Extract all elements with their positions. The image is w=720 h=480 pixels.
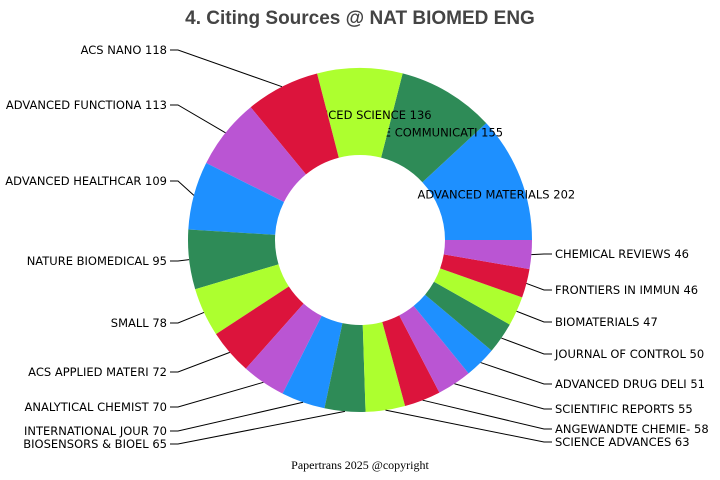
leader-line — [170, 381, 264, 408]
category-name: BIOMATERIALS — [555, 315, 639, 329]
leader-line — [526, 282, 552, 291]
donut-slice — [381, 73, 487, 183]
donut-slice — [188, 229, 279, 290]
slice-label: JOURNAL OF CONTROL 50 — [554, 347, 704, 361]
slice-label: ADVANCED MATERIALS 202 — [418, 187, 576, 201]
value-label: 136 — [410, 108, 432, 122]
value-label: 51 — [690, 377, 705, 391]
value-label: 72 — [152, 365, 167, 379]
leader-line — [385, 409, 552, 443]
category-name: BIOSENSORS & BIOEL — [23, 437, 149, 451]
category-name: ANALYTICAL CHEMIST — [25, 400, 150, 414]
donut-slice — [422, 123, 532, 240]
category-name: SMALL — [111, 316, 149, 330]
slice-label: ADVANCED FUNCTIONA 113 — [6, 98, 167, 112]
donut-slice — [382, 315, 440, 406]
donut-slice — [440, 254, 530, 298]
leader-line — [170, 104, 226, 134]
slice-label: SCIENCE ADVANCES 63 — [555, 435, 690, 449]
slice-label: ANALYTICAL CHEMIST 70 — [25, 400, 168, 414]
leader-line — [170, 259, 190, 262]
value-label: 65 — [152, 437, 167, 451]
footer: Papertrans 2025 @copyright — [291, 458, 429, 472]
chart-title: 4. Citing Sources @ NAT BIOMED ENG — [185, 8, 535, 29]
leader-line — [170, 180, 195, 196]
donut-slice — [195, 264, 289, 335]
value-label: 46 — [683, 283, 698, 297]
value-label: 70 — [152, 424, 167, 438]
value-label: 118 — [145, 43, 167, 57]
donut-slice — [443, 240, 532, 270]
leader-line — [170, 401, 304, 432]
slice-label: CHEMICAL REVIEWS 46 — [555, 247, 689, 261]
donut-slice — [413, 294, 492, 374]
slice-label: SMALL 78 — [111, 316, 167, 330]
value-label: 70 — [152, 400, 167, 414]
category-name: FRONTIERS IN IMMUN — [555, 283, 680, 297]
category-name: ADVANCED HEALTHCAR — [5, 174, 141, 188]
slice-label: NATURE BIOMEDICAL 95 — [27, 254, 167, 268]
value-label: 63 — [675, 435, 690, 449]
donut-slice — [362, 322, 406, 412]
leader-line — [454, 383, 552, 410]
donut-slice — [206, 107, 306, 202]
donut-slice — [425, 281, 510, 351]
category-name: CHEMICAL REVIEWS — [555, 247, 671, 261]
category-name: JOURNAL OF CONTROL — [554, 347, 686, 361]
leader-line — [531, 253, 552, 256]
slice-label: FRONTIERS IN IMMUN 46 — [555, 283, 698, 297]
value-label: 58 — [694, 422, 709, 436]
slice-label: BIOSENSORS & BIOEL 65 — [23, 437, 167, 451]
value-label: 95 — [152, 254, 167, 268]
value-label: 46 — [674, 247, 689, 261]
slice-label: SCIENTIFIC REPORTS 55 — [555, 402, 693, 416]
value-label: 109 — [145, 174, 167, 188]
donut-slice — [245, 303, 322, 394]
slice-label: BIOMATERIALS 47 — [555, 315, 658, 329]
value-label: 50 — [690, 347, 705, 361]
value-label: 47 — [643, 315, 658, 329]
leader-line — [170, 311, 205, 324]
category-name: ACS APPLIED MATERI — [28, 365, 149, 379]
category-name: ADVANCED DRUG DELI — [555, 377, 687, 391]
leader-line — [170, 410, 346, 445]
value-label: 55 — [678, 402, 693, 416]
slice-label: INTERNATIONAL JOUR 70 — [24, 424, 167, 438]
category-name: NATURE BIOMEDICAL — [27, 254, 153, 268]
donut-slice — [282, 315, 343, 409]
donut-slice — [317, 67, 403, 158]
slice-label: ACS APPLIED MATERI 72 — [28, 365, 167, 379]
slice-label: ANGEWANDTE CHEMIE- 58 — [555, 422, 709, 436]
donut-slice — [399, 305, 469, 393]
donut-slice — [324, 323, 366, 412]
leader-line — [501, 337, 552, 355]
category-name: ACS NANO — [81, 43, 142, 57]
donut-slice — [188, 163, 284, 235]
donut-slice — [250, 73, 339, 175]
category-name: INTERNATIONAL JOUR — [24, 424, 149, 438]
category-name: SCIENCE ADVANCES — [555, 435, 671, 449]
value-label: 202 — [553, 187, 575, 201]
leader-line — [170, 351, 230, 373]
donut-slice — [434, 268, 523, 325]
slice-label: ADVANCED HEALTHCAR 109 — [5, 174, 167, 188]
value-label: 155 — [481, 125, 503, 139]
category-name: ADVANCED MATERIALS — [418, 187, 550, 201]
category-name: ADVANCED FUNCTIONA — [6, 98, 142, 112]
slice-label: ACS NANO 118 — [81, 43, 167, 57]
leader-line — [516, 310, 552, 323]
value-label: 78 — [152, 316, 167, 330]
donut-slice — [216, 286, 304, 369]
leader-line — [170, 49, 283, 88]
value-label: 113 — [145, 98, 167, 112]
leader-line — [480, 362, 552, 385]
category-name: ANGEWANDTE CHEMIE- — [555, 422, 690, 436]
leader-line — [422, 399, 552, 430]
category-name: SCIENTIFIC REPORTS — [555, 402, 674, 416]
slice-label: ADVANCED DRUG DELI 51 — [555, 377, 705, 391]
